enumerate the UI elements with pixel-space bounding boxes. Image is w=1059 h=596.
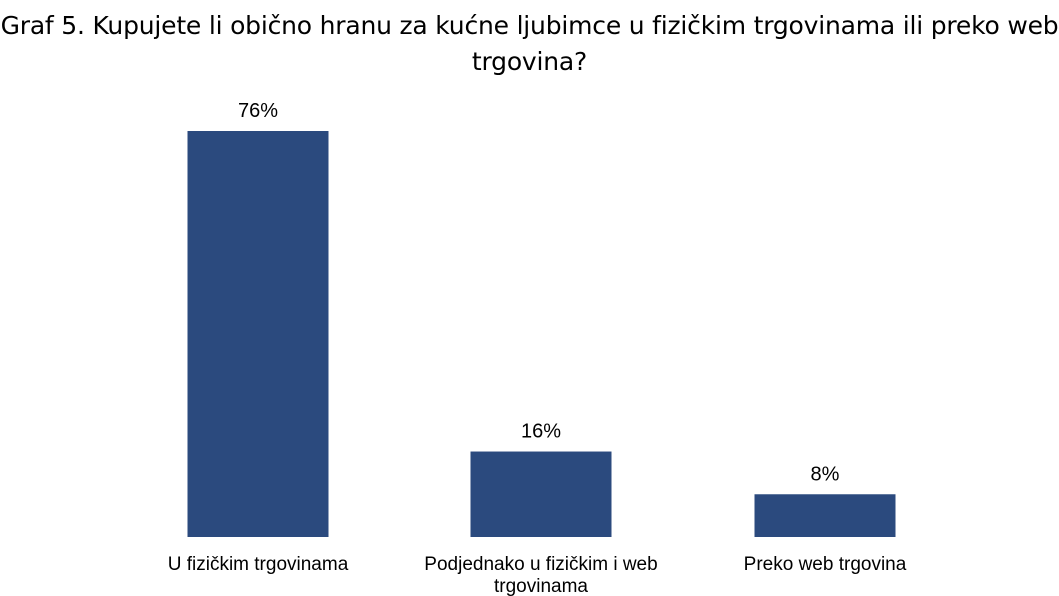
bar-1 xyxy=(187,131,329,537)
category-label-3: Preko web trgovina xyxy=(744,554,907,575)
category-label-2: Podjednako u fizičkim i web trgovinama xyxy=(424,554,657,596)
value-label-3: 8% xyxy=(811,463,840,485)
value-label-1: 76% xyxy=(238,100,278,122)
bar-3 xyxy=(754,494,896,537)
bar-2 xyxy=(470,451,612,537)
bars-layer xyxy=(187,131,896,537)
value-label-2: 16% xyxy=(521,421,561,443)
category-labels-layer: U fizičkim trgovinama Podjednako u fizičk… xyxy=(168,554,907,596)
category-label-1: U fizičkim trgovinama xyxy=(168,554,349,575)
value-labels-layer: 76% 16% 8% xyxy=(238,100,840,485)
chart-title: Graf 5. Kupujete li obično hranu za kućn… xyxy=(0,11,1059,76)
